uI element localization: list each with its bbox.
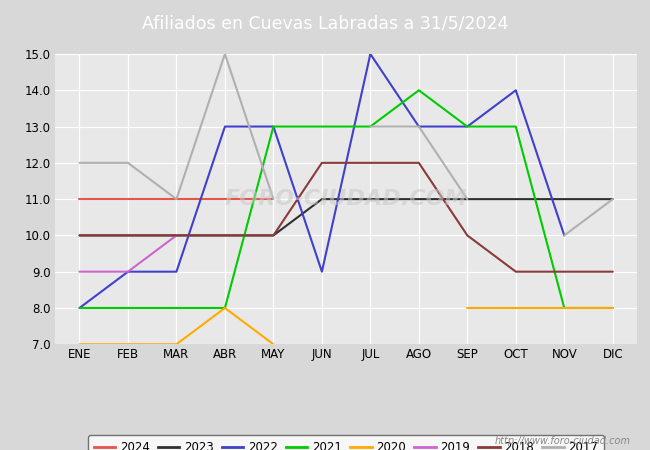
Text: http://www.foro-ciudad.com: http://www.foro-ciudad.com [495,436,630,446]
Legend: 2024, 2023, 2022, 2021, 2020, 2019, 2018, 2017: 2024, 2023, 2022, 2021, 2020, 2019, 2018… [88,436,604,450]
Text: Afiliados en Cuevas Labradas a 31/5/2024: Afiliados en Cuevas Labradas a 31/5/2024 [142,14,508,33]
Text: FORO-CIUDAD.COM: FORO-CIUDAD.COM [225,189,467,209]
